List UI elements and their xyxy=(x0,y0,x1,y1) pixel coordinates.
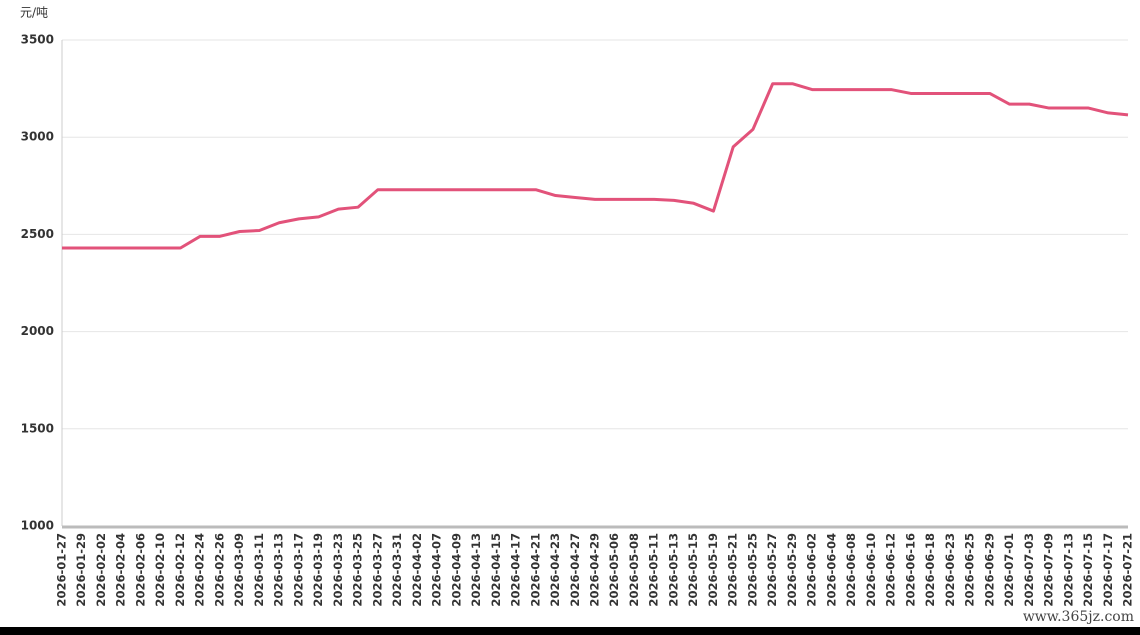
x-tick-label: 2026-05-19 xyxy=(706,533,720,607)
x-tick-label: 2026-02-24 xyxy=(193,533,207,607)
y-axis-unit: 元/吨 xyxy=(20,6,48,20)
x-tick-label: 2026-04-15 xyxy=(489,533,503,607)
x-tick-label: 2026-06-12 xyxy=(884,533,898,607)
x-tick-label: 2026-05-15 xyxy=(686,533,700,607)
x-tick-label: 2026-06-29 xyxy=(982,533,996,607)
x-tick-label: 2026-04-07 xyxy=(430,533,444,607)
y-tick-label: 3500 xyxy=(21,33,54,47)
x-tick-label: 2026-02-04 xyxy=(114,533,128,607)
x-tick-label: 2026-05-13 xyxy=(666,533,680,607)
x-tick-label: 2026-04-13 xyxy=(469,533,483,607)
x-tick-label: 2026-05-27 xyxy=(765,533,779,607)
x-tick-label: 2026-05-11 xyxy=(647,533,661,607)
x-tick-label: 2026-03-25 xyxy=(351,533,365,607)
x-tick-label: 2026-03-27 xyxy=(370,533,384,607)
x-tick-label: 2026-07-13 xyxy=(1061,533,1075,607)
x-tick-label: 2026-04-21 xyxy=(528,533,542,607)
x-tick-label: 2026-03-11 xyxy=(252,533,266,607)
line-series xyxy=(62,82,1129,250)
x-tick-label: 2026-06-16 xyxy=(903,533,917,607)
x-tick-label: 2026-07-03 xyxy=(1022,533,1036,607)
x-tick-label: 2026-02-10 xyxy=(153,533,167,607)
x-tick-label: 2026-02-12 xyxy=(173,533,187,607)
footer-bar xyxy=(0,627,1140,635)
x-tick-label: 2026-06-02 xyxy=(805,533,819,607)
x-tick-label: 2026-07-21 xyxy=(1121,533,1135,607)
x-tick-label: 2026-07-01 xyxy=(1002,533,1016,607)
x-tick-label: 2026-01-27 xyxy=(55,533,69,607)
x-tick-label: 2026-03-23 xyxy=(331,533,345,607)
y-tick-label: 2000 xyxy=(21,324,54,338)
x-tick-label: 2026-03-17 xyxy=(291,533,305,607)
x-tick-label: 2026-04-02 xyxy=(410,533,424,607)
x-tick-label: 2026-06-08 xyxy=(844,533,858,607)
x-tick-label: 2026-05-08 xyxy=(627,533,641,607)
x-tick-label: 2026-04-23 xyxy=(548,533,562,607)
x-tick-label: 2026-04-17 xyxy=(509,533,523,607)
x-tick-label: 2026-05-29 xyxy=(785,533,799,607)
x-tick-label: 2026-06-10 xyxy=(864,533,878,607)
x-tick-label: 2026-03-09 xyxy=(232,533,246,607)
x-tick-label: 2026-05-21 xyxy=(726,533,740,607)
watermark: www.365jz.com xyxy=(1023,609,1134,625)
x-tick-label: 2026-06-23 xyxy=(943,533,957,607)
x-tick-label: 2026-07-15 xyxy=(1081,533,1095,607)
x-tick-label: 2026-05-25 xyxy=(745,533,759,607)
x-tick-label: 2026-07-09 xyxy=(1042,533,1056,607)
y-tick-label: 1000 xyxy=(21,519,54,533)
x-tick-label: 2026-03-19 xyxy=(311,533,325,607)
y-tick-label: 2500 xyxy=(21,227,54,241)
x-tick-label: 2026-02-26 xyxy=(212,533,226,607)
x-tick-label: 2026-02-06 xyxy=(133,533,147,607)
y-tick-label: 3000 xyxy=(21,130,54,144)
x-tick-label: 2026-06-04 xyxy=(824,533,838,607)
x-tick-label: 2026-07-17 xyxy=(1101,533,1115,607)
x-tick-label: 2026-03-13 xyxy=(272,533,286,607)
x-tick-label: 2026-04-27 xyxy=(568,533,582,607)
x-tick-label: 2026-02-02 xyxy=(94,533,108,607)
x-tick-label: 2026-04-29 xyxy=(588,533,602,607)
x-tick-label: 2026-05-06 xyxy=(607,533,621,607)
x-tick-label: 2026-03-31 xyxy=(390,533,404,607)
x-tick-label: 2026-06-25 xyxy=(963,533,977,607)
y-tick-label: 1500 xyxy=(21,421,54,435)
x-tick-label: 2026-04-09 xyxy=(449,533,463,607)
x-tick-label: 2026-06-18 xyxy=(923,533,937,607)
x-tick-label: 2026-01-29 xyxy=(74,533,88,607)
